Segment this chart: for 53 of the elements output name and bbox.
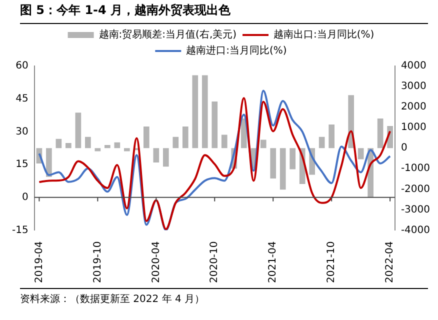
bar: [85, 136, 91, 148]
x-tick-label: 2021-04: [268, 241, 279, 284]
bar: [162, 148, 169, 167]
bar: [66, 142, 72, 148]
y2-tick-label: -4000: [400, 224, 430, 236]
x-tick-label: 2020-10: [209, 241, 220, 284]
x-tick-label: 2019-04: [34, 241, 45, 284]
y2-tick-label: 2000: [400, 102, 426, 113]
y-tick-label: 30: [16, 126, 28, 138]
y2-tick-label: -1000: [400, 163, 430, 174]
bar: [182, 126, 188, 148]
y-tick-label: 60: [16, 60, 28, 72]
bar: [280, 148, 286, 190]
bar: [124, 148, 130, 152]
x-tick-label: 2022-04: [384, 241, 396, 284]
bar: [212, 102, 218, 148]
bar: [94, 148, 101, 152]
text: 资料来源：（数据更新至 2022 年 4 月）: [20, 292, 206, 306]
y2-tick-label: 4000: [400, 60, 426, 72]
y2-tick-label: -3000: [400, 204, 430, 216]
x-tick-label: 2020-04: [150, 241, 162, 284]
x-tick-label: 2019-10: [92, 241, 104, 284]
bar: [143, 126, 150, 148]
bar: [221, 134, 228, 148]
bar: [270, 148, 276, 178]
y-tick-label: -15: [12, 224, 28, 236]
legend-label: 越南出口:当月同比(%): [274, 28, 374, 41]
y2-tick-label: 0: [400, 142, 408, 154]
bar: [114, 142, 120, 148]
bar: [153, 148, 160, 162]
bar: [358, 148, 364, 160]
bar: [46, 148, 52, 177]
x-tick-label: 2021-10: [326, 241, 338, 284]
bar: [56, 138, 62, 148]
bar: [260, 140, 266, 148]
y2-tick-label: 3000: [400, 81, 426, 92]
y-tick-label: 15: [16, 159, 28, 170]
bar: [377, 118, 384, 148]
legend-label: 越南:贸易顺差:当月值(右,美元): [98, 28, 237, 41]
bar: [318, 136, 325, 148]
bar: [192, 75, 198, 148]
bar: [75, 112, 82, 148]
legend-label: 越南进口:当月同比(%): [186, 44, 287, 57]
y-tick-label: 0: [22, 192, 28, 203]
bar: [202, 75, 208, 148]
bar: [328, 124, 335, 148]
bar: [172, 136, 179, 148]
chart-title: 图 5：今年 1-4 月，越南外贸表现出色: [20, 2, 428, 24]
y2-tick-label: -2000: [400, 184, 430, 195]
y2-tick-label: 1000: [400, 122, 426, 134]
y-tick-label: 45: [16, 93, 28, 104]
bar: [104, 145, 110, 148]
bar: [290, 148, 296, 170]
